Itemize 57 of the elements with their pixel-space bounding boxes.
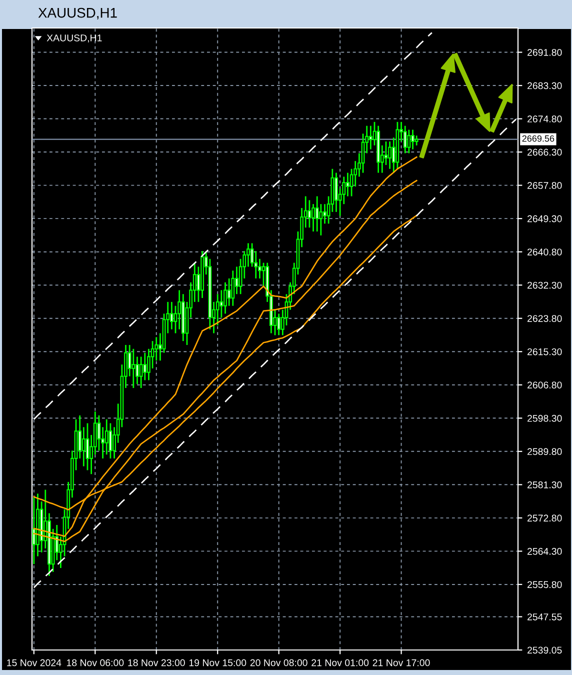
y-tick-label: 2555.80 (528, 581, 562, 588)
y-tick-label: 2572.80 (528, 514, 562, 522)
y-tick-label: 2623.80 (528, 315, 562, 322)
y-tick-label: 2632.30 (528, 282, 562, 289)
candlestick (220, 289, 224, 318)
candlestick (227, 278, 231, 307)
candlestick (312, 203, 315, 232)
y-tick-label: 2649.30 (528, 215, 562, 222)
ref-line-label: 2669.56 (522, 135, 554, 142)
candlestick (235, 266, 238, 295)
candlestick (224, 282, 227, 314)
candlestick (104, 418, 108, 456)
y-tick-label: 2589.80 (528, 448, 562, 456)
candlestick (277, 312, 281, 336)
candlestick (346, 172, 350, 197)
y-tick-label: 2691.80 (528, 48, 562, 56)
candlestick (231, 270, 235, 307)
y-tick-label: 2547.55 (528, 613, 562, 620)
candlestick (384, 140, 388, 166)
y-tick-label: 2606.80 (528, 382, 562, 388)
y-tick-label: 2674.80 (528, 116, 562, 122)
candlestick (368, 125, 372, 150)
candlestick (323, 203, 326, 224)
candlestick (82, 426, 86, 467)
candlestick (403, 125, 407, 154)
candlestick (315, 196, 319, 232)
candlestick (108, 422, 112, 460)
candlestick (308, 199, 312, 228)
annotation: XAUUSD,H1 (46, 34, 102, 43)
y-tick-label: 2683.30 (528, 82, 562, 90)
candlestick (319, 203, 323, 236)
candlestick (411, 129, 414, 150)
y-tick-label: 2598.30 (528, 414, 562, 422)
chart-title: XAUUSD,H1 (38, 8, 117, 20)
candlestick (334, 172, 338, 213)
candlestick (178, 289, 182, 330)
candlestick (170, 301, 174, 330)
candlestick (407, 129, 411, 154)
x-tick-label: 21 Nov 01:00 (312, 659, 369, 666)
candlestick (388, 140, 392, 170)
x-tick-label: 18 Nov 06:00 (66, 659, 124, 666)
y-tick-label: 2657.80 (528, 182, 562, 189)
y-tick-label: 2615.30 (528, 348, 562, 356)
candlestick (139, 356, 143, 389)
x-tick-label: 15 Nov 2024 (7, 659, 62, 666)
y-tick-label: 2640.80 (528, 248, 562, 256)
y-tick-label: 2581.30 (528, 481, 562, 488)
y-tick-label: 2666.30 (528, 148, 562, 156)
x-tick-label: 19 Nov 15:00 (189, 659, 246, 666)
candlestick (143, 352, 147, 381)
y-tick-label: 2539.05 (528, 646, 562, 654)
x-tick-label: 20 Nov 08:00 (250, 659, 308, 666)
y-tick-label: 2564.30 (528, 548, 562, 555)
candlestick (414, 134, 418, 146)
x-tick-label: 18 Nov 23:00 (128, 659, 185, 666)
x-tick-label: 21 Nov 17:00 (372, 659, 430, 666)
candlestick (132, 348, 136, 389)
